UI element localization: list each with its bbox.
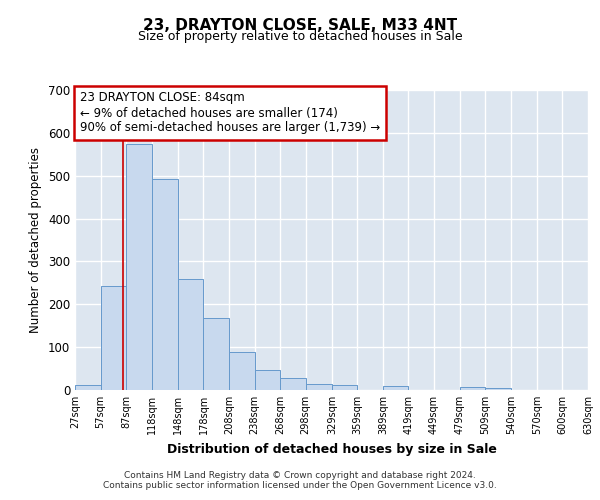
- Bar: [203, 318, 229, 390]
- Bar: [332, 385, 358, 390]
- Text: Contains HM Land Registry data © Crown copyright and database right 2024.: Contains HM Land Registry data © Crown c…: [124, 471, 476, 480]
- Bar: [229, 352, 254, 390]
- Bar: [485, 388, 511, 390]
- Text: Size of property relative to detached houses in Sale: Size of property relative to detached ho…: [137, 30, 463, 43]
- Bar: [152, 179, 178, 390]
- Bar: [460, 388, 485, 390]
- Bar: [178, 280, 203, 390]
- Bar: [383, 386, 409, 390]
- Bar: [254, 370, 280, 390]
- Bar: [101, 286, 126, 390]
- Text: 23, DRAYTON CLOSE, SALE, M33 4NT: 23, DRAYTON CLOSE, SALE, M33 4NT: [143, 18, 457, 32]
- Bar: [126, 144, 152, 390]
- Y-axis label: Number of detached properties: Number of detached properties: [29, 147, 43, 333]
- Bar: [305, 384, 332, 390]
- Text: Contains public sector information licensed under the Open Government Licence v3: Contains public sector information licen…: [103, 481, 497, 490]
- Text: 23 DRAYTON CLOSE: 84sqm
← 9% of detached houses are smaller (174)
90% of semi-de: 23 DRAYTON CLOSE: 84sqm ← 9% of detached…: [80, 92, 380, 134]
- Bar: [280, 378, 305, 390]
- Bar: [75, 385, 101, 390]
- X-axis label: Distribution of detached houses by size in Sale: Distribution of detached houses by size …: [167, 442, 496, 456]
